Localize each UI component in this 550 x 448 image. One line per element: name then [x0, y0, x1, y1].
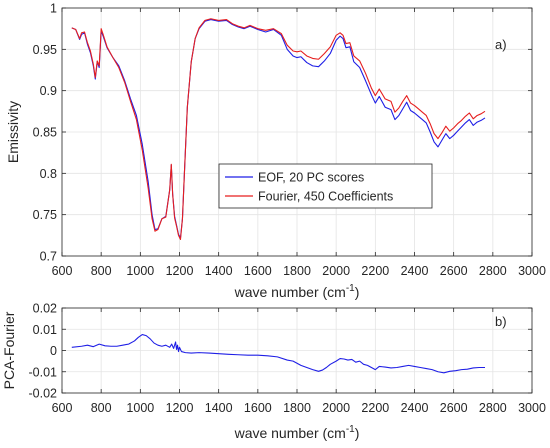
series-line-1 — [71, 334, 485, 374]
y-tick-label: 0.85 — [33, 126, 57, 140]
legend-entry-2: Fourier, 450 Coefficients — [258, 190, 393, 204]
y-axis-label: PCA-Fourier — [1, 311, 17, 389]
y-tick-label: 0.75 — [33, 208, 57, 222]
panel-b: 600 800 1000 1200 1400 1600 1800 2000 2200 2400 26… — [1, 302, 546, 442]
x-tick-label: 2400 — [401, 401, 429, 415]
x-tick-label: 1400 — [205, 264, 233, 278]
legend-box — [218, 163, 433, 209]
x-tick-label: 1000 — [126, 401, 154, 415]
x-tick-label: 3000 — [518, 264, 546, 278]
x-tick-label: 2400 — [401, 264, 429, 278]
y-tick-label: 0.02 — [33, 302, 57, 316]
series-line-2 — [71, 18, 486, 241]
y-tick-label: 1 — [50, 2, 57, 16]
x-tick-label: 2800 — [479, 264, 507, 278]
x-tick-label: 2600 — [440, 264, 468, 278]
panel-a: 600 800 1000 1200 1400 1600 1800 2000 2200 2400 26… — [5, 2, 546, 301]
x-tick-label: 1000 — [126, 264, 154, 278]
x-tick-label: 800 — [91, 264, 112, 278]
x-tick-label: 2000 — [322, 264, 350, 278]
y-tick-label: -0.02 — [29, 387, 58, 401]
y-tick-label: 0 — [50, 344, 57, 358]
x-tick-label: 2200 — [361, 401, 389, 415]
panel-label: b) — [495, 314, 507, 329]
x-tick-label: 1800 — [283, 401, 311, 415]
x-tick-label: 1200 — [166, 264, 194, 278]
y-axis-label: Emissivity — [5, 101, 21, 163]
y-tick-label: 0.9 — [40, 84, 57, 98]
x-tick-label: 800 — [91, 401, 112, 415]
x-tick-label: 1600 — [244, 401, 272, 415]
x-tick-label: 1400 — [205, 401, 233, 415]
x-tick-label: 3000 — [518, 401, 546, 415]
x-axis-label: wave number (cm-1) — [234, 424, 360, 441]
x-tick-label: 2000 — [322, 401, 350, 415]
x-tick-label: 2800 — [479, 401, 507, 415]
y-tick-label: 0.01 — [33, 323, 57, 337]
x-tick-label: 1800 — [283, 264, 311, 278]
panel-label: a) — [495, 37, 507, 52]
legend: EOF, 20 PC scores Fourier, 450 Coefficien… — [218, 163, 433, 209]
x-tick-label: 600 — [52, 264, 73, 278]
series-line-1 — [71, 19, 486, 239]
x-axis-label: wave number (cm-1) — [234, 283, 360, 300]
x-tick-label: 2600 — [440, 401, 468, 415]
y-tick-label: 0.7 — [40, 250, 57, 264]
x-tick-label: 1600 — [244, 264, 272, 278]
y-tick-label: -0.01 — [29, 365, 58, 379]
x-tick-label: 600 — [52, 401, 73, 415]
x-tick-label: 1200 — [166, 401, 194, 415]
y-tick-label: 0.8 — [40, 167, 57, 181]
legend-entry-1: EOF, 20 PC scores — [258, 171, 364, 185]
y-tick-label: 0.95 — [33, 43, 57, 57]
x-tick-label: 2200 — [361, 264, 389, 278]
